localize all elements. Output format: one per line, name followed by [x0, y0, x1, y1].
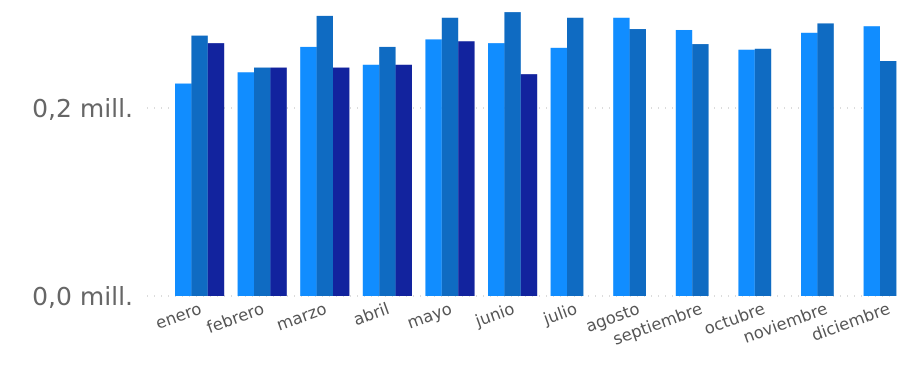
x-tick-label-abril: abril: [351, 299, 392, 329]
bar-enero-series-1[interactable]: [175, 83, 192, 296]
bar-junio-series-3[interactable]: [520, 74, 538, 296]
bar-diciembre-series-1[interactable]: [863, 26, 880, 296]
bar-julio-series-1[interactable]: [550, 47, 567, 297]
bar-abril-series-2[interactable]: [379, 46, 396, 297]
bar-julio-series-2[interactable]: [567, 17, 584, 296]
bar-junio-series-1[interactable]: [488, 43, 505, 296]
bar-febrero-series-3[interactable]: [270, 67, 287, 296]
bar-octubre-series-1[interactable]: [738, 49, 755, 296]
bar-abril-series-3[interactable]: [395, 64, 412, 296]
bar-enero-series-2[interactable]: [191, 35, 208, 297]
bar-diciembre-series-2[interactable]: [880, 61, 897, 296]
y-axis: 0,0 mill. 0,2 mill.: [32, 94, 133, 311]
bar-agosto-series-2[interactable]: [629, 29, 646, 296]
bar-febrero-series-1[interactable]: [237, 72, 254, 296]
bar-mayo-series-2[interactable]: [441, 17, 459, 296]
bar-mayo-series-1[interactable]: [425, 39, 442, 296]
x-tick-label-mayo: mayo: [405, 299, 455, 333]
bar-octubre-series-2[interactable]: [754, 48, 772, 296]
bar-junio-series-2[interactable]: [504, 12, 521, 297]
bar-septiembre-series-2[interactable]: [692, 44, 709, 296]
bar-mayo-series-3[interactable]: [458, 41, 475, 297]
x-tick-label-junio: junio: [472, 299, 517, 331]
bar-abril-series-1[interactable]: [362, 64, 380, 296]
bar-enero-series-3[interactable]: [207, 43, 225, 296]
bars: [175, 12, 897, 297]
bar-noviembre-series-2[interactable]: [817, 23, 834, 297]
y-tick-label-0: 0,0 mill.: [32, 282, 133, 311]
x-axis: enero febrero marzo abril mayo junio julio agos…: [153, 299, 893, 349]
x-tick-label-enero: enero: [153, 299, 204, 333]
bar-agosto-series-1[interactable]: [613, 17, 630, 296]
bar-febrero-series-2[interactable]: [254, 67, 271, 296]
y-tick-label-1: 0,2 mill.: [32, 94, 133, 123]
bar-marzo-series-2[interactable]: [316, 15, 333, 296]
bar-noviembre-series-1[interactable]: [801, 32, 818, 297]
bar-marzo-series-3[interactable]: [333, 67, 350, 296]
bar-septiembre-series-1[interactable]: [675, 29, 693, 296]
x-tick-label-febrero: febrero: [204, 299, 266, 337]
x-tick-label-marzo: marzo: [274, 299, 329, 335]
bar-marzo-series-1[interactable]: [300, 46, 317, 297]
x-tick-label-julio: julio: [540, 299, 580, 329]
